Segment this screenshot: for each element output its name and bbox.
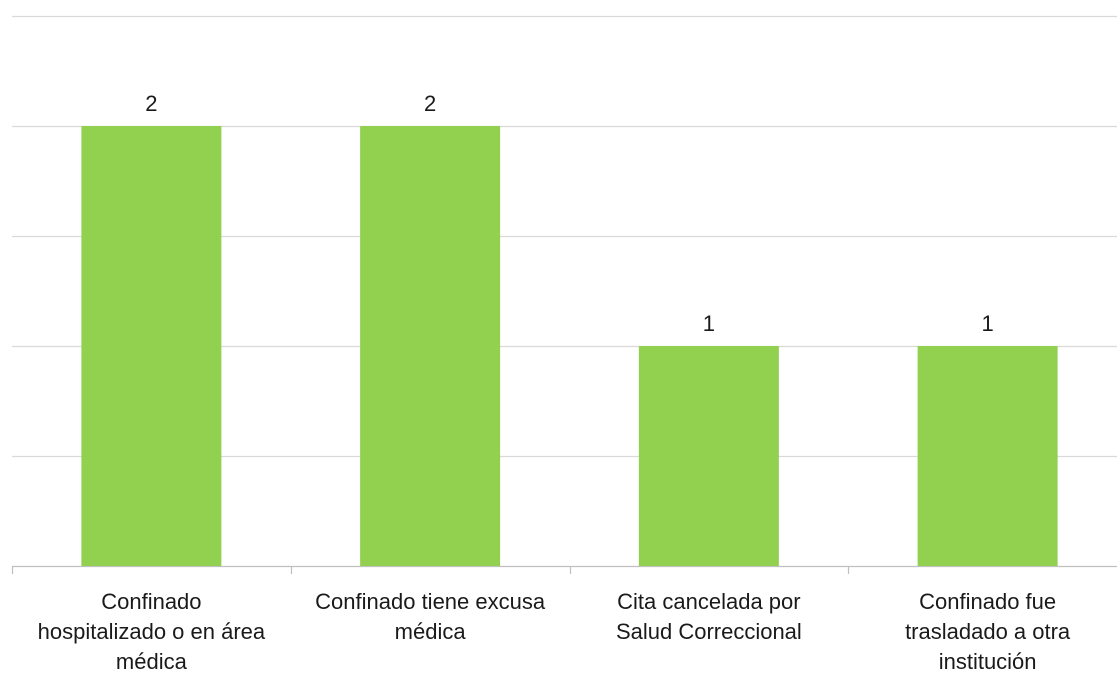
bar-4: [917, 346, 1058, 566]
data-label: 1: [982, 311, 994, 336]
x-tick-label: Confinado hospitalizado o en área médica: [37, 589, 266, 674]
data-label: 2: [424, 91, 436, 116]
bar-3: [638, 346, 779, 566]
x-tick-label: Confinado fue trasladado a otra institució…: [905, 589, 1071, 674]
x-tick-label: Confinado tiene excusa médica: [315, 589, 546, 644]
data-label: 2: [145, 91, 157, 116]
bar-2: [360, 126, 501, 566]
bar-1: [81, 126, 222, 566]
x-tick-label: Cita cancelada por Salud Correccional: [615, 589, 802, 644]
data-label: 1: [703, 311, 715, 336]
